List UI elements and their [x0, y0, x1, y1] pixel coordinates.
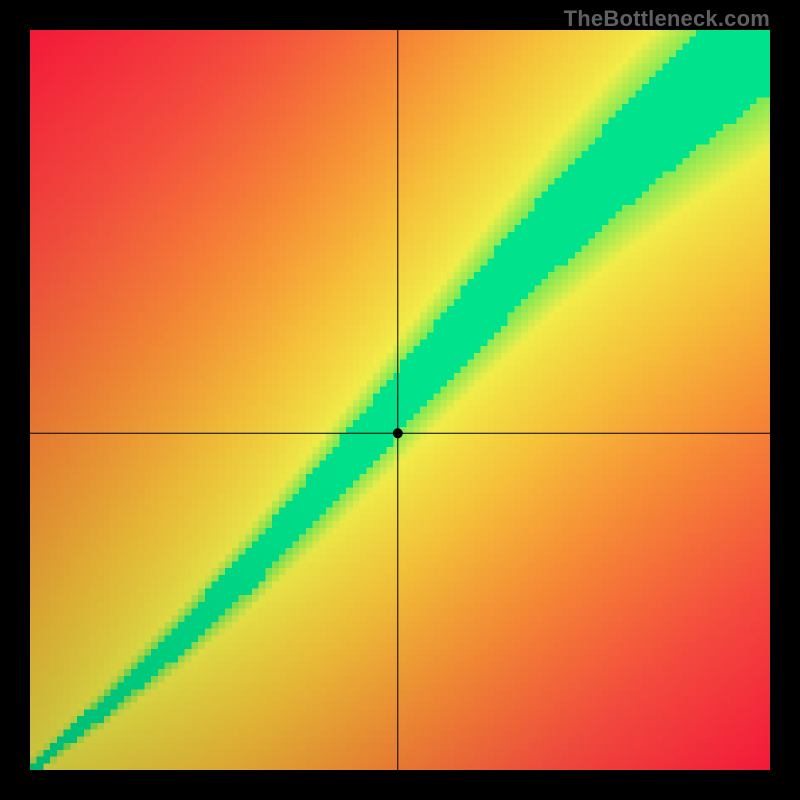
chart-container: TheBottleneck.com [0, 0, 800, 800]
bottleneck-heatmap [30, 30, 770, 770]
watermark-text: TheBottleneck.com [564, 6, 770, 32]
